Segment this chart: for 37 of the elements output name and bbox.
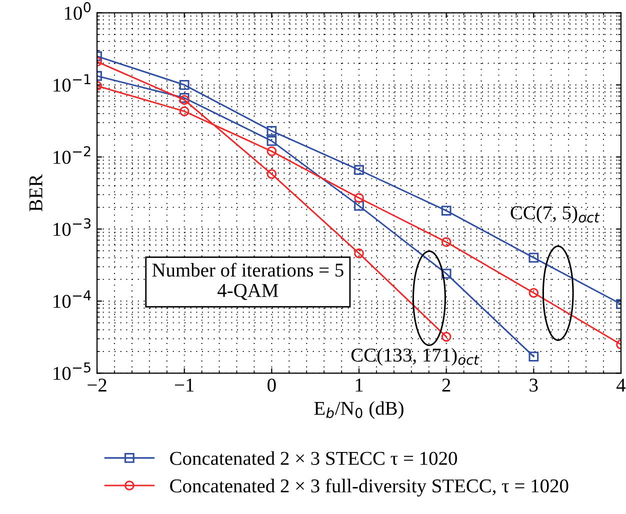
x-tick-label: 2 (442, 378, 450, 392)
point (266, 126, 277, 136)
x-tick-label: 4 (616, 378, 626, 392)
point (528, 288, 539, 298)
point (354, 193, 364, 203)
y-tick-label: 10$^{−3}$ (54, 218, 91, 236)
x-tick-label: 0 (268, 378, 276, 392)
point (179, 80, 190, 90)
x-tick-label: −1 (174, 378, 194, 392)
x-tick-label: −2 (88, 378, 106, 392)
y-axis-title: BER (29, 174, 42, 212)
x-tick-label: 3 (530, 378, 538, 392)
point (528, 352, 539, 362)
y-tick-label: 10$^{−5}$ (54, 362, 90, 380)
point (441, 332, 452, 342)
point (528, 252, 539, 263)
point (266, 136, 277, 146)
x-axis-title: E$_{b}$/N$_{0}$ (dB) (314, 401, 404, 419)
point (441, 206, 452, 216)
point (354, 200, 364, 211)
point (354, 165, 364, 175)
x-tick-label: 1 (356, 378, 363, 392)
y-tick-label: 10$^{0}$ (64, 2, 91, 20)
annotation: CC(133, 171)$_{oct}$ (351, 348, 480, 366)
annotation: Number of iterations = 5 4-QAM (152, 262, 344, 300)
legend-label: Concatenated 2 × 3 STECC τ = 1020 (170, 451, 457, 465)
point (266, 146, 277, 156)
point (179, 106, 190, 116)
legend-label: Concatenated 2 × 3 full-diversity STECC, τ = 1020 (170, 478, 568, 496)
point (266, 169, 277, 179)
point (354, 248, 364, 258)
point (441, 268, 452, 279)
annotation: CC(7, 5)$_{oct}$ (510, 206, 600, 224)
y-tick-label: 10$^{−2}$ (54, 146, 90, 164)
y-tick-label: 10$^{−4}$ (54, 290, 91, 308)
y-tick-label: 10$^{−1}$ (54, 74, 90, 92)
point (441, 237, 452, 247)
